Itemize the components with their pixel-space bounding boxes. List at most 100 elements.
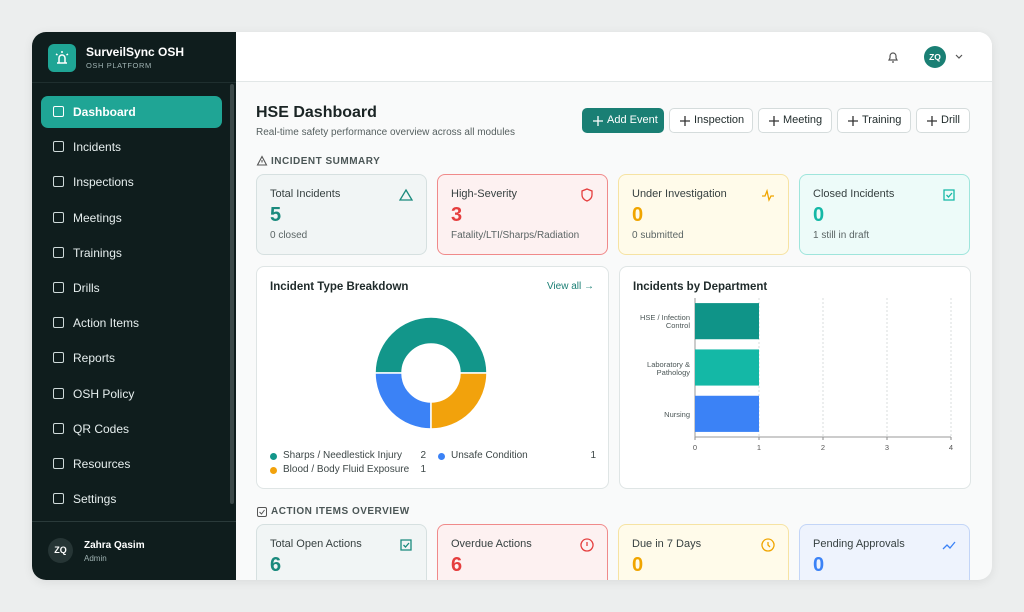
nav-label: Resources xyxy=(73,457,131,471)
button-label: Drill xyxy=(941,114,960,126)
legend-label: Unsafe Condition xyxy=(451,450,528,461)
card-icon xyxy=(761,538,775,552)
action-button[interactable]: Training xyxy=(837,108,911,133)
icon xyxy=(399,188,413,201)
action-button[interactable]: Add Event xyxy=(582,108,664,133)
button-label: Add Event xyxy=(607,114,658,126)
legend-count: 1 xyxy=(590,450,596,461)
nav-item[interactable]: Incidents xyxy=(41,131,222,163)
plus xyxy=(680,116,690,126)
warning-icon xyxy=(256,155,268,166)
stat-card: Under Investigation 0 0 submitted xyxy=(618,174,789,255)
bar xyxy=(695,395,759,432)
plus xyxy=(593,116,603,126)
nav-label: Reports xyxy=(73,351,116,366)
check-icon xyxy=(257,507,267,517)
page-subtitle: Real-time safety performance overview ac… xyxy=(256,127,515,138)
nav-icon xyxy=(53,317,64,329)
stat-card: Total Incidents 5 0 closed xyxy=(256,174,427,255)
nav-label: OSH Policy xyxy=(73,386,135,401)
view-all-link[interactable]: View all → xyxy=(546,281,594,292)
chart-title: Incidents by Department xyxy=(633,281,768,293)
nav-icon xyxy=(53,282,64,293)
nav-item[interactable]: Settings xyxy=(41,483,222,515)
icon xyxy=(762,188,774,202)
nav-label: Action Items xyxy=(73,316,140,331)
nav-label: Dashboard xyxy=(73,105,136,119)
plus xyxy=(927,116,937,126)
nav-icon xyxy=(53,176,64,188)
nav-item[interactable]: Trainings xyxy=(41,237,222,269)
action-button[interactable]: Meeting xyxy=(758,108,832,133)
nav-icon xyxy=(53,141,64,153)
chart-title: Incident Type Breakdown xyxy=(270,281,409,293)
divider xyxy=(32,82,236,83)
button-label: Training xyxy=(862,114,902,126)
card-value: 0 xyxy=(813,204,825,226)
card-value: 0 xyxy=(813,554,825,576)
nav-label: Drills xyxy=(73,281,100,295)
y-tick-label: Nursing xyxy=(664,409,690,419)
card-value: 6 xyxy=(451,554,463,576)
x-tick-label: 0 xyxy=(693,443,697,452)
action-button[interactable]: Drill xyxy=(916,108,970,133)
bar xyxy=(695,303,759,340)
card-label: Total Incidents xyxy=(270,188,341,200)
icon xyxy=(942,541,956,550)
user-avatar: ZQ xyxy=(48,538,73,563)
plus-icon xyxy=(769,116,779,126)
nav-label: Meetings xyxy=(73,210,122,225)
nav-item[interactable]: Meetings xyxy=(41,202,222,234)
nav-item[interactable]: Reports xyxy=(41,342,222,374)
app-name: SurveilSync OSH xyxy=(86,45,185,59)
plus-icon xyxy=(927,116,937,126)
chevron[interactable] xyxy=(954,53,964,61)
plus-icon xyxy=(593,116,603,126)
card-label: Under Investigation xyxy=(632,188,727,200)
nav-icon xyxy=(53,422,64,434)
x-tick-label: 1 xyxy=(757,443,761,452)
nav-item[interactable]: Drills xyxy=(41,272,222,304)
app-window: SurveilSync OSH OSH PLATFORM Dashboard In… xyxy=(32,32,992,580)
bar xyxy=(695,349,759,386)
plus xyxy=(848,116,858,126)
card-value: 3 xyxy=(451,204,463,226)
card-icon xyxy=(399,188,413,201)
plus-icon xyxy=(680,116,690,126)
plus-icon xyxy=(848,116,858,126)
card-note: Fatality/LTI/Sharps/Radiation xyxy=(451,230,580,241)
nav-item[interactable]: OSH Policy xyxy=(41,378,222,410)
icon xyxy=(400,539,412,551)
stat-card: Pending Approvals 0 xyxy=(799,524,970,580)
donut-slice xyxy=(374,372,432,430)
card-icon xyxy=(581,188,593,202)
header-avatar[interactable]: ZQ xyxy=(924,46,946,68)
scrollbar xyxy=(230,84,234,504)
nav-item[interactable]: Dashboard xyxy=(41,96,222,128)
page-title: HSE Dashboard xyxy=(256,104,377,121)
nav-icon xyxy=(53,246,64,258)
legend-swatch xyxy=(438,453,445,460)
card-note: 0 submitted xyxy=(632,230,684,241)
nav-item[interactable]: QR Codes xyxy=(41,413,222,445)
nav-label: Trainings xyxy=(73,245,122,260)
action-button[interactable]: Inspection xyxy=(669,108,753,133)
nav-label: QR Codes xyxy=(73,421,130,436)
card-label: High-Severity xyxy=(451,188,518,200)
logo-icon xyxy=(55,51,69,64)
legend-label: Blood / Body Fluid Exposure xyxy=(283,464,410,475)
card-value: 0 xyxy=(632,554,644,576)
x-tick-label: 2 xyxy=(821,443,825,452)
button-label: Meeting xyxy=(783,114,823,126)
card-value: 0 xyxy=(632,204,644,226)
nav-item[interactable]: Action Items xyxy=(41,307,222,339)
card-label: Overdue Actions xyxy=(451,538,532,550)
legend-count: 1 xyxy=(420,464,426,475)
nav-item[interactable]: Resources xyxy=(41,448,222,480)
icon xyxy=(581,188,593,202)
bell-icon[interactable] xyxy=(886,50,900,64)
nav-item[interactable]: Inspections xyxy=(41,166,222,198)
user-name: Zahra Qasim xyxy=(84,540,145,551)
nav-icon xyxy=(53,387,64,399)
legend-swatch xyxy=(270,453,277,460)
